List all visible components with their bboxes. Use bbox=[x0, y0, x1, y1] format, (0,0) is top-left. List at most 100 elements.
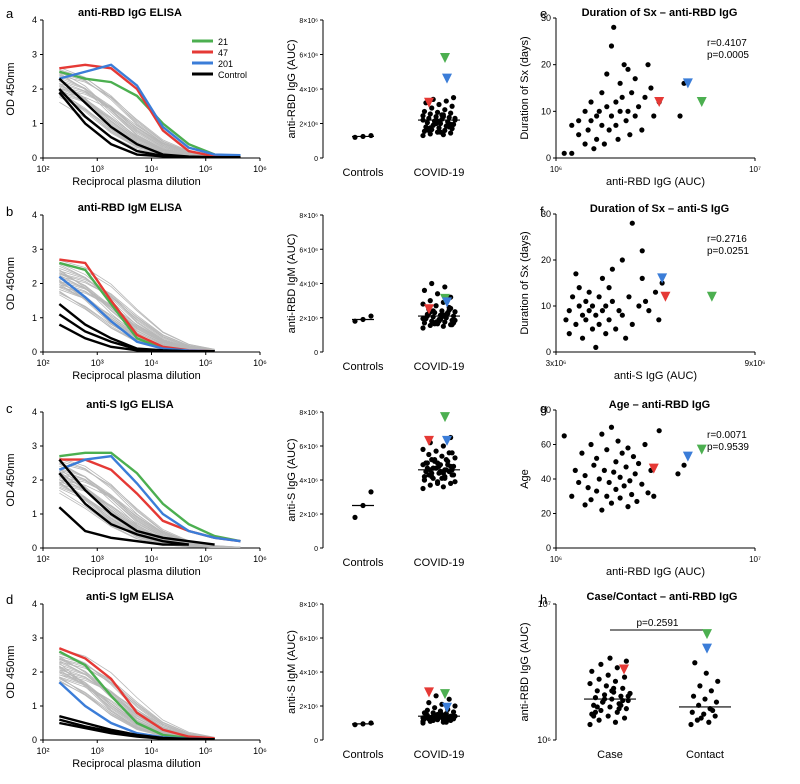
y-tick-label: 4 bbox=[32, 15, 37, 25]
data-point bbox=[569, 150, 575, 156]
data-point bbox=[616, 308, 622, 314]
data-point bbox=[619, 257, 625, 263]
data-point bbox=[698, 715, 704, 721]
background-curve bbox=[59, 281, 215, 352]
data-point bbox=[442, 467, 448, 473]
data-point bbox=[433, 465, 439, 471]
data-point bbox=[434, 291, 441, 297]
category-label: Controls bbox=[343, 557, 384, 569]
data-point bbox=[596, 321, 602, 327]
data-point bbox=[713, 699, 720, 705]
chart-title: anti-RBD IgG ELISA bbox=[78, 7, 182, 19]
x-axis-label: Reciprocal plasma dilution bbox=[72, 176, 200, 188]
y-tick-label: 10⁷ bbox=[538, 599, 551, 609]
data-point bbox=[446, 714, 452, 720]
y-tick-label: 0 bbox=[32, 347, 37, 357]
y-tick-label: 0 bbox=[32, 153, 37, 163]
data-point bbox=[613, 122, 619, 128]
data-point bbox=[613, 459, 619, 465]
data-point bbox=[614, 665, 620, 671]
data-point bbox=[582, 108, 588, 114]
data-point bbox=[429, 280, 435, 287]
data-point bbox=[591, 462, 597, 468]
data-point bbox=[630, 453, 637, 460]
data-point bbox=[625, 697, 631, 704]
data-point bbox=[593, 344, 599, 350]
series-line-control bbox=[58, 323, 215, 353]
y-tick-label: 60 bbox=[541, 440, 551, 450]
chart-title: Duration of Sx – anti-S IgG bbox=[590, 203, 729, 215]
data-point bbox=[352, 722, 358, 728]
y-tick-label: 8×10⁶ bbox=[299, 213, 318, 220]
series-line-control bbox=[58, 91, 241, 159]
series-line-201 bbox=[58, 454, 241, 543]
data-point bbox=[701, 711, 707, 717]
data-point bbox=[586, 289, 592, 295]
data-point bbox=[446, 114, 452, 121]
data-point bbox=[591, 146, 597, 152]
highlight-marker-47 bbox=[424, 435, 434, 446]
x-tick-label: 10² bbox=[36, 358, 49, 368]
category-label: COVID-19 bbox=[414, 167, 465, 179]
x-tick-label: 10² bbox=[36, 164, 49, 174]
data-point bbox=[430, 314, 436, 320]
data-point bbox=[452, 317, 458, 323]
data-point bbox=[632, 76, 638, 82]
x-tick-label: 10⁴ bbox=[145, 164, 159, 174]
data-point bbox=[450, 472, 457, 478]
data-point bbox=[368, 313, 374, 319]
chart-title: Duration of Sx – anti-RBD IgG bbox=[582, 7, 738, 19]
data-point bbox=[448, 305, 454, 311]
x-tick-label: 10⁵ bbox=[199, 554, 213, 564]
data-point bbox=[639, 127, 645, 133]
data-point bbox=[588, 99, 594, 105]
data-point bbox=[440, 443, 446, 449]
x-tick-label: 10³ bbox=[91, 358, 104, 368]
x-axis-label: anti-RBD IgG (AUC) bbox=[606, 566, 705, 578]
y-axis-label: anti-RBD IgG (AUC) bbox=[286, 39, 298, 138]
category-label: Case bbox=[597, 749, 623, 761]
x-tick-label: 3x10⁶ bbox=[546, 359, 567, 368]
data-point bbox=[360, 721, 366, 727]
data-point bbox=[443, 98, 449, 104]
data-point bbox=[452, 455, 458, 461]
data-point bbox=[566, 308, 572, 314]
data-point bbox=[596, 294, 602, 300]
y-tick-label: 8×10⁶ bbox=[299, 410, 318, 417]
data-point bbox=[448, 121, 454, 127]
data-point bbox=[599, 431, 605, 437]
stats-annotation: p=0.0005 bbox=[707, 50, 749, 61]
data-point bbox=[629, 321, 635, 327]
x-tick-label: 10⁴ bbox=[145, 358, 159, 368]
data-point bbox=[619, 450, 625, 456]
y-tick-label: 2×10⁶ bbox=[299, 122, 318, 129]
series-line-control bbox=[59, 721, 215, 741]
data-point bbox=[448, 130, 454, 136]
data-point bbox=[360, 502, 366, 509]
data-point bbox=[636, 303, 642, 309]
data-point bbox=[368, 132, 374, 139]
data-point bbox=[588, 441, 594, 448]
data-point bbox=[623, 464, 629, 470]
y-axis-label: anti-RBD IgM (AUC) bbox=[286, 234, 298, 334]
data-point bbox=[585, 127, 591, 133]
panel-letter-b: b bbox=[6, 204, 13, 219]
data-point bbox=[426, 700, 432, 706]
data-point bbox=[561, 433, 567, 439]
data-point bbox=[635, 460, 642, 467]
series-line-control bbox=[58, 506, 189, 546]
data-point bbox=[594, 488, 600, 494]
data-point bbox=[449, 450, 455, 456]
y-tick-label: 80 bbox=[541, 405, 551, 415]
data-point bbox=[618, 702, 624, 708]
stats-annotation: p=0.0251 bbox=[707, 246, 749, 257]
y-axis-label: OD 450nm bbox=[5, 257, 17, 310]
data-point bbox=[576, 303, 582, 309]
data-point bbox=[642, 94, 648, 100]
y-tick-label: 3 bbox=[32, 633, 37, 643]
y-tick-label: 0 bbox=[546, 543, 551, 553]
data-point bbox=[352, 514, 358, 521]
data-point bbox=[368, 720, 374, 726]
highlight-marker-201 bbox=[442, 297, 452, 308]
y-tick-label: 2×10⁶ bbox=[299, 512, 318, 519]
